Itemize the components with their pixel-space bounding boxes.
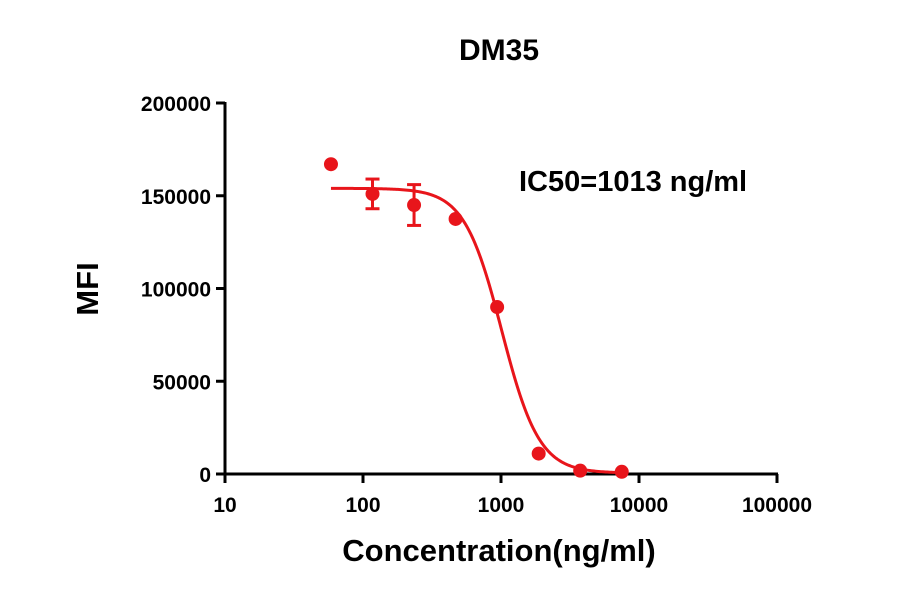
data-point	[365, 186, 380, 201]
chart-title: DM35	[459, 34, 539, 67]
x-tick-label: 100	[345, 494, 380, 517]
x-tick-label: 1000	[478, 494, 525, 517]
ic50-annotation: IC50=1013 ng/ml	[519, 166, 747, 198]
axis-ticks: 10 100 1000 10000 100000 0 50000 100000 150000 20…	[141, 93, 812, 517]
data-point	[614, 464, 629, 479]
data-point	[531, 446, 546, 461]
fit-curve-group	[330, 186, 622, 475]
y-tick-label: 0	[199, 464, 211, 487]
x-tick-label: 100000	[742, 494, 812, 517]
fit-curve	[330, 186, 622, 475]
y-tick-label: 50000	[153, 371, 211, 394]
data-point	[407, 198, 422, 213]
y-tick-label: 200000	[141, 93, 211, 116]
x-axis-label: Concentration(ng/ml)	[342, 533, 655, 568]
y-tick-label: 150000	[141, 186, 211, 209]
axes	[223, 102, 778, 476]
data-point	[573, 463, 588, 478]
x-tick-label: 10	[213, 494, 236, 517]
x-tick-label: 10000	[610, 494, 668, 517]
data-point	[323, 157, 338, 172]
y-tick-label: 100000	[141, 279, 211, 302]
data-points	[323, 157, 629, 479]
data-point	[448, 211, 463, 226]
data-point	[490, 300, 505, 315]
y-axis-label: MFI	[70, 262, 105, 315]
